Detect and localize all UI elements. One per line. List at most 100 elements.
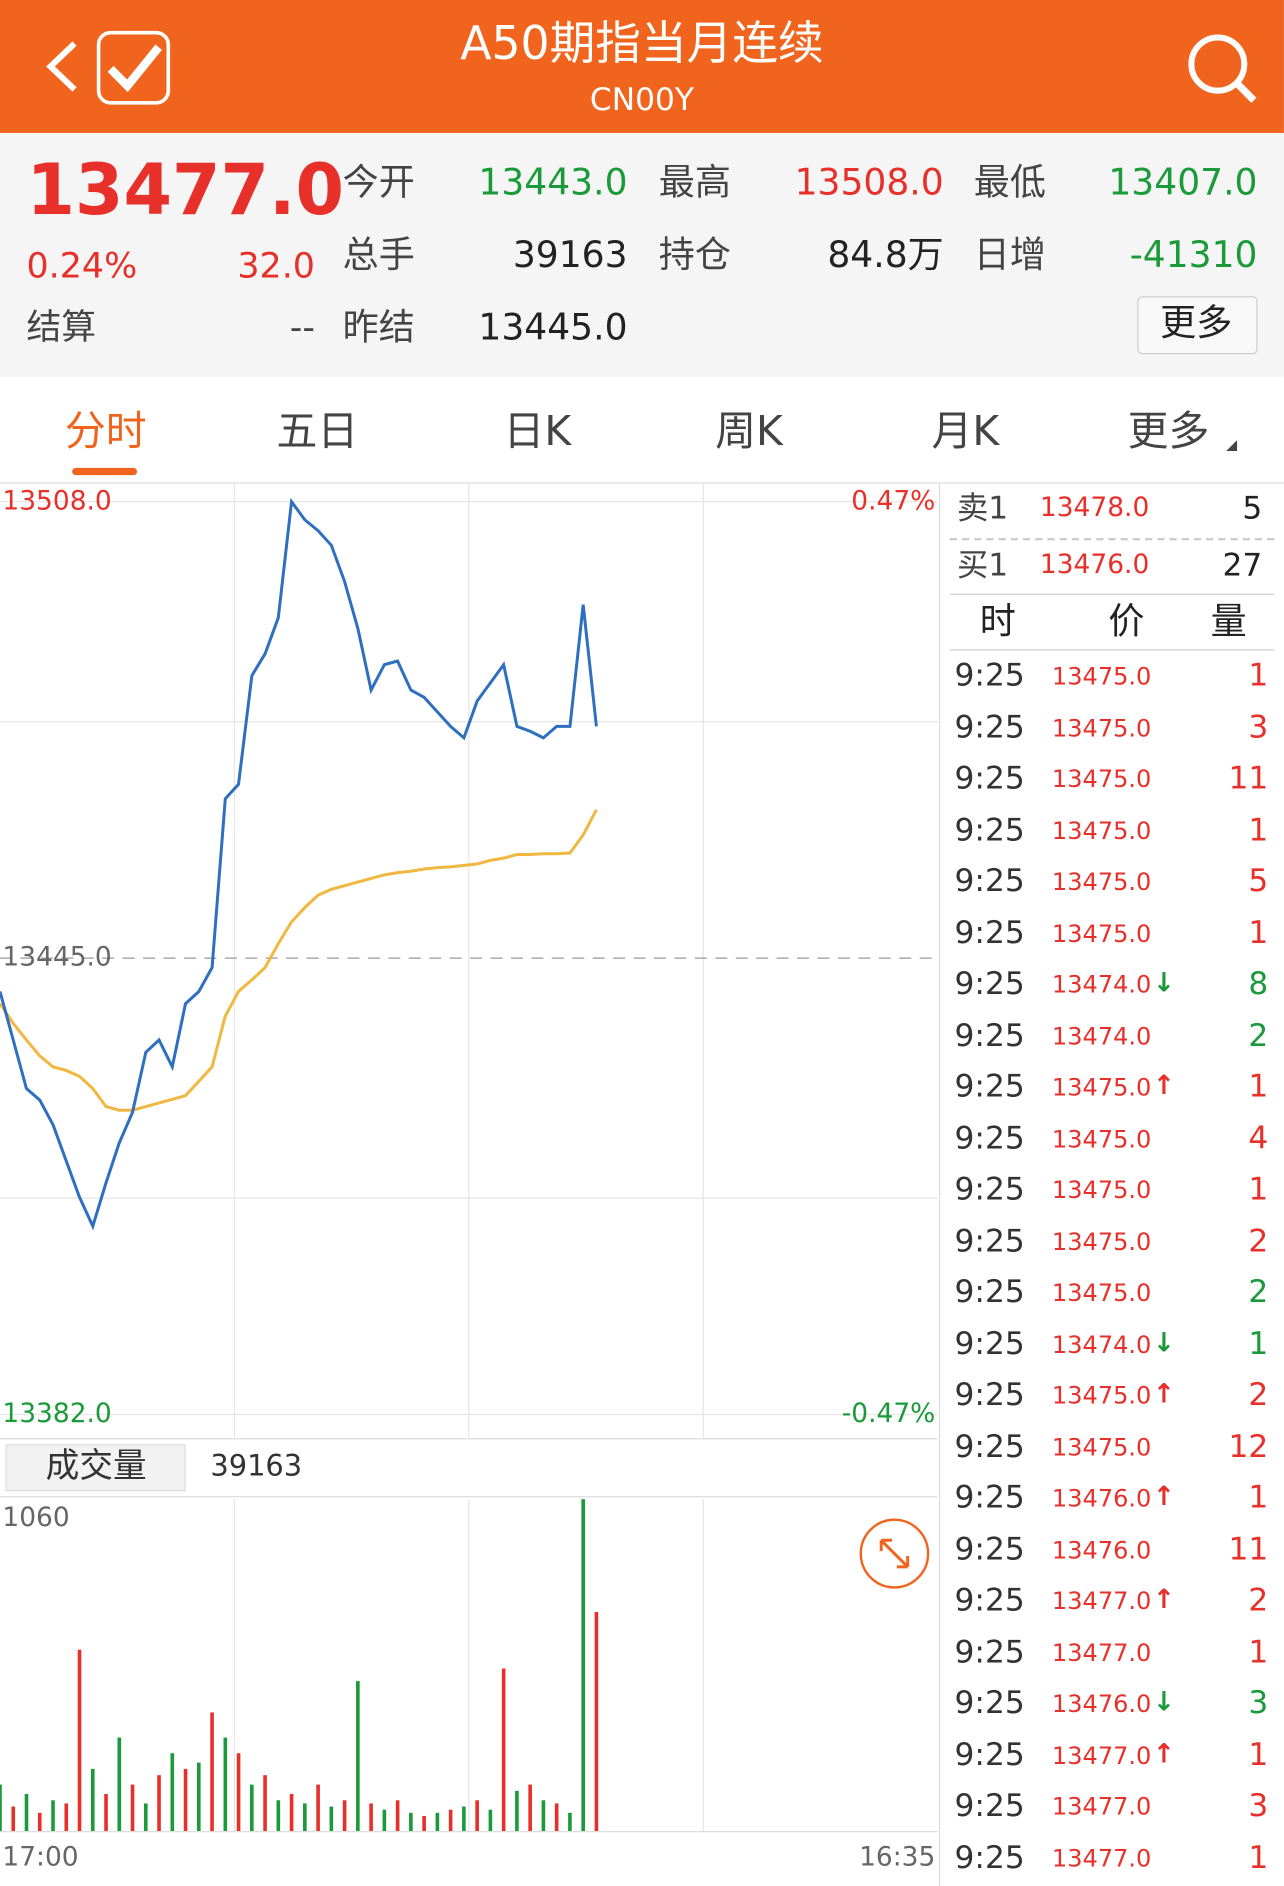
trade-qty: 2 xyxy=(1248,1017,1269,1054)
volume-bar xyxy=(0,1784,2,1832)
trade-arrow: ↓ xyxy=(1152,968,1176,999)
field-label: 今开 xyxy=(342,162,415,205)
trade-time: 9:25 xyxy=(954,811,1025,849)
field-label: 持仓 xyxy=(658,234,731,277)
volume-bar xyxy=(475,1800,479,1832)
x-tick-label: 17:00 xyxy=(2,1842,78,1873)
y-tick-label: 1060 xyxy=(2,1502,69,1533)
tab[interactable]: 更多 xyxy=(1127,407,1210,456)
trade-price: 13477.0 xyxy=(1051,1637,1152,1667)
divider xyxy=(938,483,941,1886)
trade-price: 13475.0 xyxy=(1051,764,1152,794)
field-value: 13445.0 xyxy=(478,307,628,350)
more-button[interactable] xyxy=(1137,296,1258,355)
trade-time: 9:25 xyxy=(954,1017,1025,1054)
check-icon[interactable] xyxy=(96,30,171,105)
volume-bar xyxy=(462,1806,466,1832)
volume-bar xyxy=(554,1803,559,1832)
field-label: 日增 xyxy=(973,234,1046,277)
volume-bar xyxy=(104,1793,108,1832)
y-tick-label: 13508.0 xyxy=(2,485,111,516)
field-value: -41310 xyxy=(1129,234,1258,277)
volume-bar xyxy=(289,1793,294,1832)
top-bar xyxy=(0,0,1284,133)
tab[interactable]: 分时 xyxy=(64,407,147,456)
tab[interactable]: 五日 xyxy=(276,407,359,456)
trade-time: 9:25 xyxy=(954,1377,1025,1414)
volume-bar xyxy=(435,1812,440,1832)
trade-arrow: ↑ xyxy=(1152,1584,1176,1616)
trade-qty: 1 xyxy=(1248,1479,1269,1517)
trade-qty: 1 xyxy=(1248,657,1269,694)
book-price: 13478.0 xyxy=(1039,493,1150,524)
field-value: 84.8万 xyxy=(827,234,944,277)
field-value: 13508.0 xyxy=(794,162,944,205)
column-header: 时 xyxy=(979,600,1016,644)
search-icon[interactable] xyxy=(1184,30,1262,109)
trade-time: 9:25 xyxy=(954,1325,1025,1362)
volume-bar xyxy=(170,1753,175,1832)
expand-button[interactable] xyxy=(859,1518,930,1589)
trade-time: 9:25 xyxy=(954,1633,1025,1671)
trade-price: 13475.0 xyxy=(1051,712,1152,742)
quote-panel xyxy=(0,132,1284,378)
trade-qty: 5 xyxy=(1248,863,1269,900)
volume-bar xyxy=(541,1800,546,1832)
trade-qty: 1 xyxy=(1248,811,1269,849)
trade-time: 9:25 xyxy=(954,1582,1025,1619)
volume-bar xyxy=(143,1803,148,1832)
book-label: 买1 xyxy=(956,547,1009,584)
field-label: 昨结 xyxy=(342,307,415,350)
trade-time: 9:25 xyxy=(954,1068,1025,1106)
trade-price: 13477.0 xyxy=(1051,1843,1152,1873)
trade-price: 13475.0 xyxy=(1051,1432,1152,1462)
trade-time: 9:25 xyxy=(954,1531,1025,1568)
volume-bar xyxy=(236,1753,241,1832)
trade-price: 13475.0 xyxy=(1051,918,1152,948)
field-label: 最低 xyxy=(973,162,1046,205)
volume-title: 成交量 xyxy=(46,1446,147,1485)
trade-qty: 1 xyxy=(1248,1068,1269,1106)
volume-bar xyxy=(581,1499,585,1832)
trade-time: 9:25 xyxy=(954,965,1025,1003)
tab-bar-border xyxy=(0,482,1284,484)
trade-price: 13475.0 xyxy=(1051,1380,1152,1410)
tab[interactable]: 日K xyxy=(503,407,572,456)
code: CN00Y xyxy=(589,82,695,119)
trade-price: 13476.0 xyxy=(1051,1483,1152,1513)
volume-bar xyxy=(90,1768,95,1832)
title: A50期指当月连续 xyxy=(460,16,824,71)
trade-qty: 2 xyxy=(1248,1274,1269,1311)
trade-qty: 12 xyxy=(1228,1428,1269,1465)
trade-qty: 3 xyxy=(1248,1685,1269,1722)
book-qty: 5 xyxy=(1242,490,1263,528)
back-icon[interactable] xyxy=(36,36,84,96)
trade-price: 13477.0 xyxy=(1051,1791,1152,1821)
trade-qty: 11 xyxy=(1228,760,1269,797)
volume-bar xyxy=(448,1809,453,1832)
trade-price: 13475.0 xyxy=(1051,1072,1152,1102)
book-label: 卖1 xyxy=(956,490,1009,528)
volume-bar xyxy=(515,1790,519,1832)
volume-bar xyxy=(11,1806,16,1832)
trade-arrow: ↓ xyxy=(1152,1687,1176,1718)
y-tick-label: 13382.0 xyxy=(2,1398,111,1429)
trade-qty: 1 xyxy=(1248,1633,1269,1671)
volume-bar xyxy=(409,1812,413,1832)
trade-qty: 1 xyxy=(1248,1325,1269,1362)
volume-bar xyxy=(501,1668,506,1832)
change: 32.0 xyxy=(237,244,315,286)
volume-bar xyxy=(51,1800,55,1832)
trade-price: 13475.0 xyxy=(1051,1123,1152,1153)
expand-icon xyxy=(879,1538,910,1569)
separator xyxy=(949,649,1275,651)
trade-price: 13476.0 xyxy=(1051,1688,1152,1718)
last-price: 13477.0 xyxy=(26,148,345,231)
trade-price: 13475.0 xyxy=(1051,1277,1152,1307)
volume-bar xyxy=(263,1775,267,1832)
trade-time: 9:25 xyxy=(954,760,1025,797)
tab[interactable]: 周K xyxy=(715,407,783,456)
trade-qty: 11 xyxy=(1228,1531,1269,1568)
field-value: 13407.0 xyxy=(1108,162,1258,205)
tab[interactable]: 月K xyxy=(931,407,1000,456)
